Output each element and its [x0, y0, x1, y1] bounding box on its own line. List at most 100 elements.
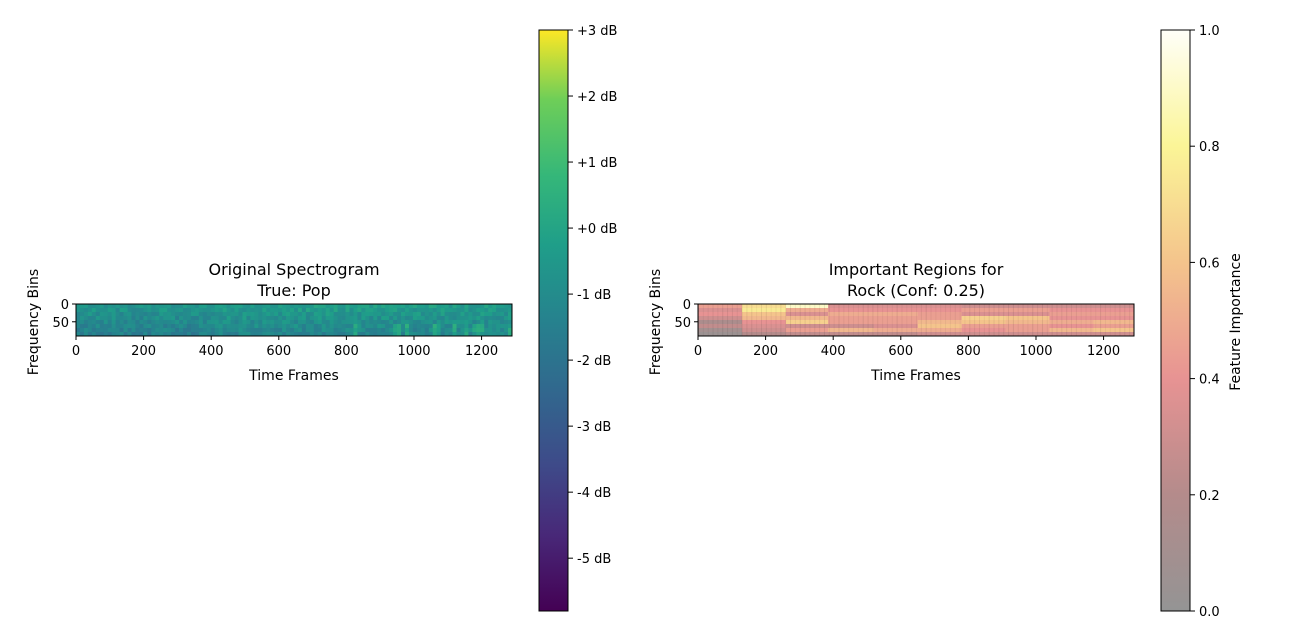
spectrogram-cell — [325, 328, 331, 333]
spectrogram-cell — [87, 316, 93, 321]
spectrogram-cell — [460, 332, 465, 337]
spectrogram-cell — [194, 324, 200, 329]
spectrogram-cell — [226, 332, 231, 337]
spectrogram-cell — [329, 324, 335, 329]
importance-cell — [1093, 312, 1135, 317]
spectrogram-cell — [107, 324, 113, 329]
spectrogram-cell — [432, 312, 438, 317]
spectrogram-cell — [464, 308, 469, 313]
spectrogram-cell — [424, 328, 430, 333]
spectrogram-cell — [488, 332, 493, 337]
spectrogram-cell — [472, 312, 477, 317]
spectrogram-cell — [313, 304, 319, 309]
spectrogram-title-line-1: Original Spectrogram — [208, 260, 379, 279]
colorbar-tick-label: 0.4 — [1199, 373, 1220, 388]
spectrogram-cell — [365, 324, 370, 329]
spectrogram-cell — [456, 316, 461, 321]
spectrogram-cell — [420, 332, 426, 337]
importance-cell — [1093, 328, 1135, 333]
importance-texture-line — [1085, 304, 1087, 336]
spectrogram-cell — [440, 328, 446, 333]
spectrogram-cell — [175, 324, 180, 329]
spectrogram-cell — [345, 304, 350, 309]
spectrogram-cell — [143, 308, 148, 313]
importance-cell — [741, 332, 787, 337]
spectrogram-cell — [476, 328, 481, 333]
spectrogram-cell — [139, 332, 144, 337]
spectrogram-cell — [198, 324, 204, 329]
colorbar-tick-label: 0.6 — [1199, 256, 1220, 271]
spectrogram-cell — [369, 332, 374, 337]
spectrogram-cell — [404, 328, 410, 333]
spectrogram-cell — [452, 304, 457, 309]
spectrogram-cell — [218, 316, 224, 321]
spectrogram-cell — [139, 320, 144, 325]
spectrogram-cell — [238, 308, 243, 313]
spectrogram-cell — [377, 328, 382, 333]
spectrogram-cell — [234, 312, 239, 317]
spectrogram-cell — [238, 312, 243, 317]
spectrogram-cell — [297, 320, 303, 325]
spectrogram-cell — [123, 312, 128, 317]
spectrogram-cell — [167, 328, 172, 333]
importance-cell — [828, 320, 875, 325]
spectrogram-cell — [353, 324, 358, 329]
spectrogram-cell — [210, 304, 216, 309]
spectrogram-cell — [476, 316, 481, 321]
importance-cell — [1005, 308, 1050, 313]
spectrogram-cell — [412, 316, 418, 321]
spectrogram-cell — [95, 312, 101, 317]
spectrogram-cell — [262, 320, 267, 325]
spectrogram-cell — [171, 316, 176, 321]
spectrogram-cell — [353, 320, 358, 325]
spectrogram-cell — [297, 316, 303, 321]
spectrogram-cell — [444, 328, 449, 333]
spectrogram-cell — [389, 316, 394, 321]
spectrogram-frame — [75, 303, 513, 337]
spectrogram-cell — [230, 304, 235, 309]
spectrogram-cell — [238, 324, 243, 329]
spectrogram-cell — [464, 304, 469, 309]
importance-texture-line — [707, 304, 709, 336]
spectrogram-cell — [190, 304, 196, 309]
importance-texture-line — [1071, 304, 1073, 336]
spectrogram-cell — [294, 308, 299, 313]
importance-panel: Important Regions for Rock (Conf: 0.25) … — [648, 260, 1135, 384]
spectrogram-x-axis: 0 200 400 600 800 1000 1200 — [72, 336, 498, 359]
spectrogram-cell — [412, 332, 418, 337]
spectrogram-cell — [194, 308, 200, 313]
spectrogram-cell — [369, 312, 374, 317]
spectrogram-cell — [329, 328, 335, 333]
spectrogram-cell — [456, 328, 461, 333]
spectrogram-cell — [436, 316, 442, 321]
spectrogram-cell — [179, 328, 184, 333]
spectrogram-cell — [99, 308, 105, 313]
spectrogram-cell — [183, 312, 188, 317]
spectrogram-cell — [206, 312, 212, 317]
spectrogram-cell — [341, 324, 346, 329]
spectrogram-cell — [103, 304, 109, 309]
spectrogram-cell — [317, 308, 323, 313]
importance-cell — [873, 332, 919, 337]
spectrogram-cell — [226, 320, 231, 325]
spectrogram-cell — [492, 320, 497, 325]
spectrogram-cell — [440, 312, 446, 317]
spectrogram-cell — [83, 304, 89, 309]
importance-texture-line — [770, 304, 772, 336]
colorbar-tick-label: -3 dB — [577, 420, 611, 435]
spectrogram-cell — [416, 324, 422, 329]
spectrogram-cell — [416, 328, 422, 333]
spectrogram-cell — [313, 332, 319, 337]
importance-y-label: Frequency Bins — [648, 269, 664, 375]
spectrogram-cell — [444, 312, 449, 317]
spectrogram-cell — [190, 312, 196, 317]
spectrogram-cell — [408, 304, 414, 309]
spectrogram-cell — [301, 308, 307, 313]
spectrogram-cell — [194, 332, 200, 337]
spectrogram-cell — [282, 312, 287, 317]
spectrogram-cell — [282, 320, 287, 325]
spectrogram-cell — [246, 332, 251, 337]
spectrogram-cell — [266, 328, 271, 333]
spectrogram-cell — [234, 332, 239, 337]
spectrogram-cell — [218, 304, 224, 309]
